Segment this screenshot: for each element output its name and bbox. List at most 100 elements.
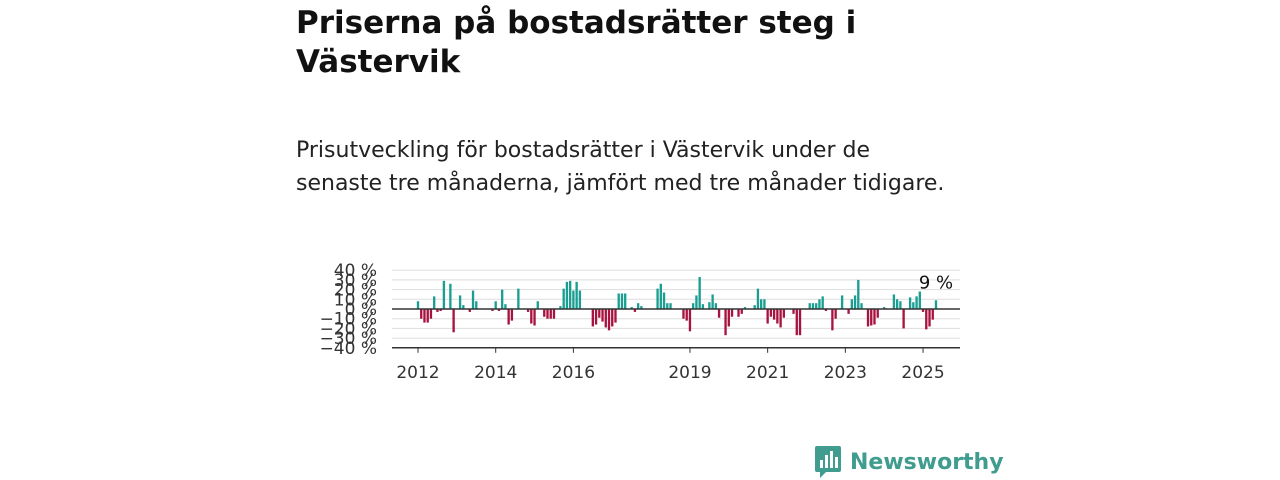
- bar: [601, 309, 604, 322]
- x-tick-label: 2023: [824, 363, 867, 383]
- bar: [902, 309, 905, 329]
- bar: [866, 309, 870, 327]
- bar: [727, 309, 730, 327]
- bar: [899, 301, 902, 309]
- bar: [594, 309, 598, 325]
- bar: [475, 301, 478, 309]
- bar: [740, 309, 743, 314]
- bar: [543, 309, 546, 317]
- bar: [442, 280, 446, 309]
- bar: [711, 294, 714, 309]
- bar: [701, 304, 705, 309]
- bar: [468, 309, 471, 312]
- bar: [918, 291, 921, 309]
- axes: [392, 308, 960, 349]
- bar: [883, 307, 886, 309]
- bar: [420, 309, 423, 319]
- bar: [614, 309, 617, 323]
- bar: [423, 309, 426, 323]
- bar: [578, 290, 582, 309]
- y-tick-label: 10 %: [334, 290, 377, 310]
- bar: [688, 309, 692, 332]
- bar: [591, 309, 594, 327]
- bar: [698, 276, 701, 309]
- bar: [928, 309, 931, 327]
- bar: [876, 309, 879, 318]
- bar: [870, 309, 873, 326]
- bar: [530, 309, 533, 324]
- bar: [436, 309, 439, 312]
- bar: [860, 303, 863, 309]
- bar: [850, 299, 853, 309]
- bar: [536, 301, 539, 309]
- bar: [857, 279, 860, 309]
- bar: [724, 309, 727, 336]
- latest-value-label: 9 %: [919, 272, 953, 293]
- bar: [921, 309, 925, 312]
- bar: [730, 309, 734, 317]
- bar: [494, 301, 497, 309]
- bar: [607, 309, 611, 331]
- bar: [831, 309, 834, 331]
- bar: [604, 309, 607, 328]
- bar: [792, 309, 795, 314]
- bar: [808, 303, 811, 309]
- bar: [549, 309, 552, 319]
- bar: [507, 309, 510, 325]
- bar: [471, 290, 475, 309]
- y-tick-label: −10 %: [320, 310, 377, 330]
- bar: [552, 309, 556, 319]
- bar: [526, 309, 530, 312]
- bar-chart: 40 %30 %20 %10 %0 %−10 %−20 %−30 %−40 % …: [320, 261, 960, 383]
- y-tick-label: 0 %: [345, 300, 377, 320]
- bar: [682, 309, 685, 319]
- bar: [818, 299, 821, 309]
- bar: [772, 309, 776, 320]
- bar: [426, 309, 429, 323]
- bar: [934, 300, 938, 309]
- bar: [873, 309, 876, 325]
- bar: [815, 303, 818, 309]
- bar: [449, 283, 452, 309]
- bar: [892, 294, 896, 309]
- bar: [569, 280, 572, 309]
- bar: [824, 309, 828, 311]
- chart-subtitle: Prisutveckling för bostadsrätter i Väste…: [296, 138, 945, 196]
- x-tick-label: 2012: [396, 363, 439, 383]
- x-tick-label: 2016: [552, 363, 595, 383]
- bar: [620, 293, 624, 309]
- annotations: 9 %: [919, 272, 953, 293]
- bar: [714, 303, 718, 309]
- newsworthy-logo[interactable]: Newsworthy: [814, 445, 1004, 479]
- bar: [636, 303, 640, 309]
- newsworthy-logo-icon: [815, 446, 841, 478]
- bar: [779, 309, 782, 328]
- bar: [760, 299, 763, 309]
- bar: [925, 309, 928, 330]
- bar: [462, 305, 465, 309]
- bar: [439, 309, 442, 311]
- bar: [504, 304, 507, 309]
- bar: [501, 289, 504, 309]
- bar-series: [416, 276, 938, 336]
- bar: [546, 309, 549, 319]
- bar: [452, 309, 455, 333]
- bar: [611, 309, 614, 327]
- bar: [821, 296, 824, 309]
- bar: [685, 309, 688, 321]
- x-axis-ticks: 2012 2014 2016 2019 2021 2023 2025: [396, 347, 945, 383]
- bar: [491, 309, 494, 311]
- bar: [656, 288, 659, 309]
- bar: [743, 307, 747, 309]
- bar: [753, 305, 756, 309]
- bar: [895, 299, 899, 309]
- bar: [666, 303, 669, 309]
- bar: [458, 295, 462, 309]
- bar: [692, 303, 695, 309]
- y-axis-ticks: 40 %30 %20 %10 %0 %−10 %−20 %−30 %−40 %: [320, 261, 377, 359]
- y-tick-label: −30 %: [320, 329, 377, 349]
- bar: [662, 292, 666, 309]
- bar: [908, 297, 912, 309]
- y-tick-label: 40 %: [334, 261, 377, 281]
- y-tick-label: −20 %: [320, 319, 377, 339]
